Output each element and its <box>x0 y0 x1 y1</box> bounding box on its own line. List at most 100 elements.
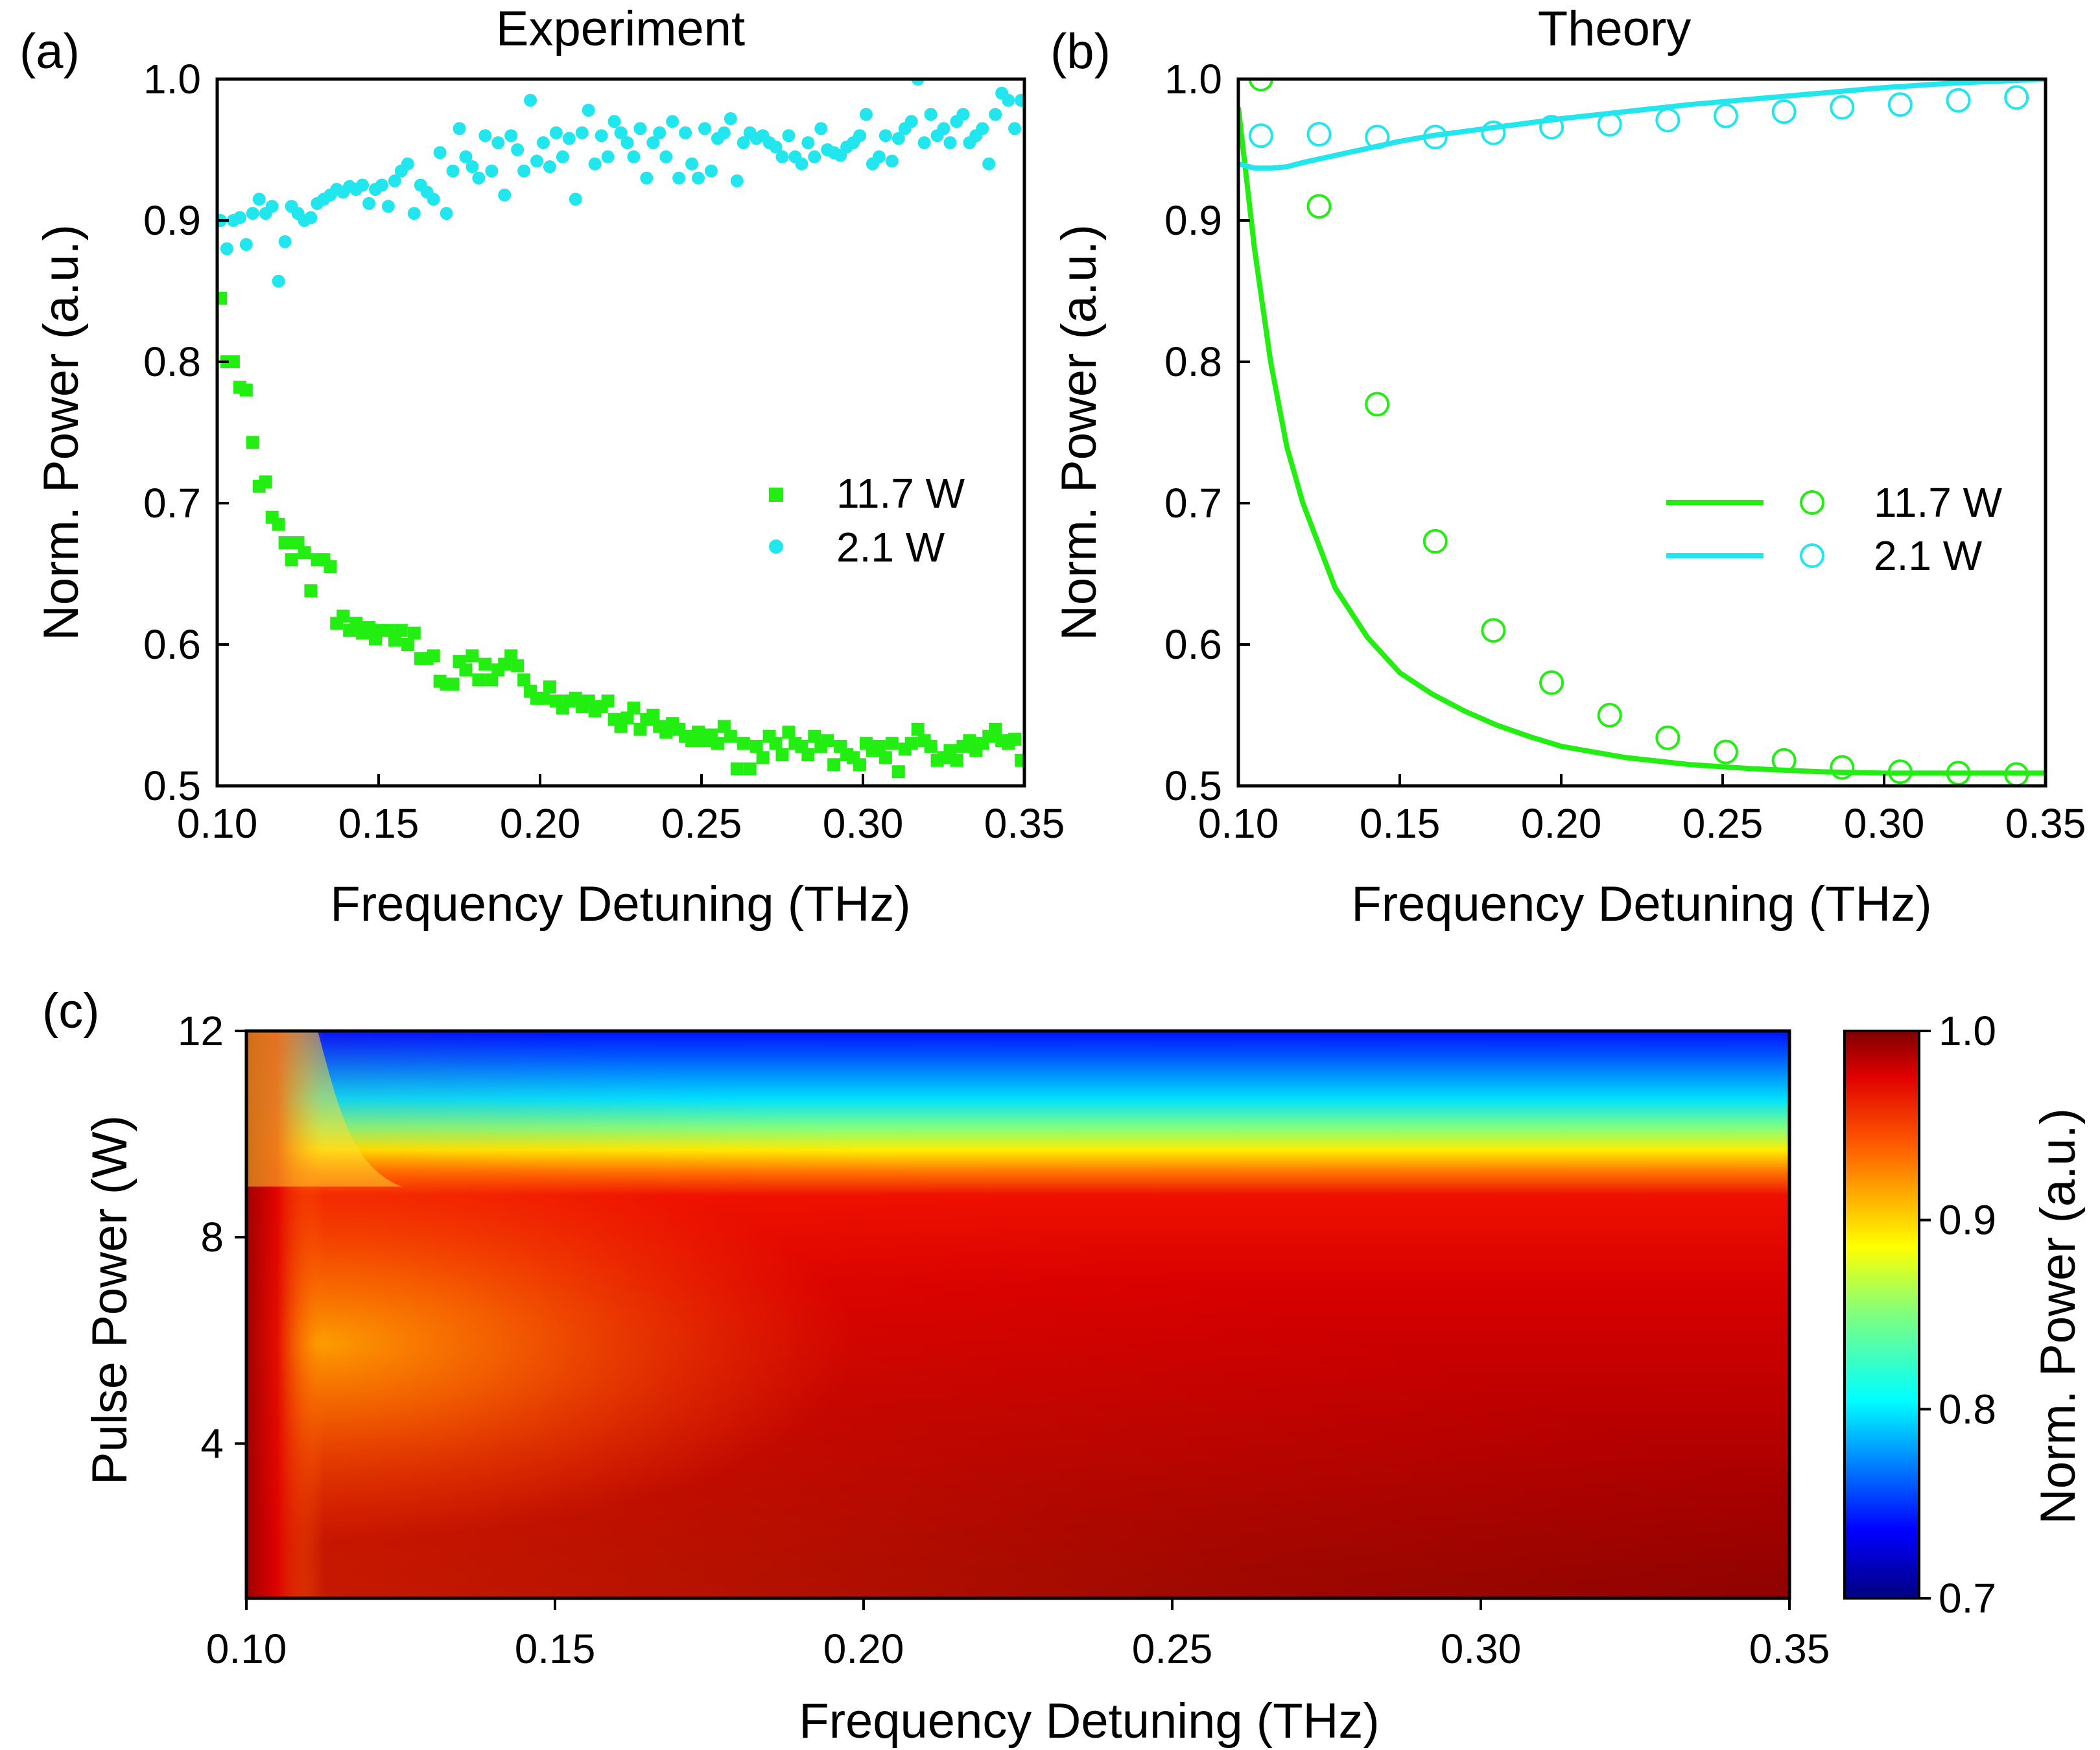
a-point-11-7w <box>891 765 905 779</box>
c-xtick-label: 0.20 <box>823 1626 904 1672</box>
a-point-2-1w <box>672 171 686 185</box>
panel-b-data <box>1238 79 2046 786</box>
a-point-2-1w <box>601 150 615 163</box>
a-point-11-7w <box>627 702 641 715</box>
b-ytick-label: 1.0 <box>1164 56 1222 102</box>
a-point-2-1w <box>556 150 569 163</box>
a-point-2-1w <box>278 235 292 248</box>
a-point-11-7w <box>730 762 744 775</box>
a-point-2-1w <box>530 154 544 168</box>
a-point-2-1w <box>730 174 744 187</box>
a-point-2-1w <box>569 193 582 206</box>
panel-a-title: Experiment <box>496 1 745 56</box>
a-point-11-7w <box>291 536 305 550</box>
a-point-11-7w <box>633 722 647 736</box>
a-point-11-7w <box>543 680 556 694</box>
b-marker-1 <box>2004 85 2029 110</box>
a-point-11-7w <box>466 649 479 663</box>
a-point-2-1w <box>666 115 679 128</box>
a-point-11-7w <box>620 711 634 725</box>
b-marker-0 <box>1248 79 1273 91</box>
a-point-11-7w <box>989 722 1002 736</box>
panel-b-y-label: Norm. Power (a.u.) <box>1052 224 1107 641</box>
b-marker-0 <box>1655 725 1681 750</box>
colorbar-tick-label: 0.9 <box>1939 1197 1996 1244</box>
a-point-11-7w <box>478 657 492 671</box>
a-point-11-7w <box>743 762 757 775</box>
a-point-2-1w <box>246 207 259 220</box>
panel-b-x-ticks: 0.10 0.15 0.20 0.25 0.30 0.35 <box>1198 774 2086 847</box>
a-point-2-1w <box>433 146 447 160</box>
a-point-11-7w <box>511 659 525 672</box>
a-point-11-7w <box>217 291 227 305</box>
a-point-2-1w <box>362 196 376 210</box>
b-marker-1 <box>1713 103 1738 128</box>
a-point-11-7w <box>298 546 311 560</box>
b-marker-0 <box>1830 755 1855 780</box>
a-point-2-1w <box>440 207 453 220</box>
a-point-11-7w <box>278 536 292 550</box>
panel-a-label: (a) <box>19 24 80 79</box>
legend-b-marker-0 <box>1800 490 1824 515</box>
a-point-2-1w <box>1015 93 1024 107</box>
a-point-2-1w <box>388 174 401 187</box>
panel-a-x-label: Frequency Detuning (THz) <box>330 877 910 932</box>
a-point-11-7w <box>737 737 750 750</box>
a-point-2-1w <box>885 154 899 168</box>
a-point-11-7w <box>407 626 421 640</box>
a-point-2-1w <box>859 108 873 121</box>
a-point-2-1w <box>982 157 996 171</box>
a-point-2-1w <box>717 126 731 139</box>
a-point-2-1w <box>272 274 285 288</box>
a-point-2-1w <box>891 132 905 145</box>
a-point-2-1w <box>685 157 699 171</box>
panel-a-y-label: Norm. Power (a.u.) <box>34 224 89 641</box>
a-point-11-7w <box>911 722 925 736</box>
a-xtick-label: 0.15 <box>338 800 419 847</box>
a-point-11-7w <box>517 673 531 687</box>
b-marker-1 <box>1539 115 1564 140</box>
a-point-2-1w <box>472 171 486 185</box>
a-point-11-7w <box>582 694 595 708</box>
a-point-2-1w <box>879 129 892 143</box>
legend-b-label-1: 2.1 W <box>1874 532 1983 579</box>
a-point-2-1w <box>943 136 957 150</box>
a-point-2-1w <box>704 164 718 178</box>
a-point-2-1w <box>679 126 692 139</box>
a-ytick-label: 0.9 <box>143 197 201 244</box>
a-point-2-1w <box>549 126 563 139</box>
a-point-2-1w <box>401 157 414 171</box>
colorbar-tick-label: 0.7 <box>1939 1575 1996 1622</box>
a-xtick-label: 0.10 <box>177 800 258 847</box>
a-point-11-7w <box>943 744 957 757</box>
colorbar-frame <box>1843 1030 1920 1600</box>
a-xtick-label: 0.30 <box>823 800 904 847</box>
a-point-2-1w <box>466 160 479 174</box>
b-xtick-label: 0.35 <box>2005 800 2086 847</box>
b-xtick-label: 0.15 <box>1360 800 1441 847</box>
c-ytick-label: 8 <box>200 1214 224 1260</box>
b-xtick-label: 0.10 <box>1198 800 1279 847</box>
b-xtick-label: 0.20 <box>1521 800 1602 847</box>
a-point-2-1w <box>801 136 815 150</box>
a-point-11-7w <box>808 729 821 743</box>
a-point-2-1w <box>485 164 499 178</box>
colorbar: 0.7 0.8 0.9 1.0 Norm. Power (a.u.) <box>1843 1008 2086 1622</box>
a-point-11-7w <box>504 649 518 663</box>
a-point-2-1w <box>1002 93 1015 107</box>
a-point-2-1w <box>453 122 466 136</box>
b-marker-1 <box>1248 123 1273 148</box>
a-point-2-1w <box>872 150 886 163</box>
a-point-2-1w <box>608 115 621 128</box>
a-point-11-7w <box>304 584 318 598</box>
b-marker-0 <box>1771 748 1797 773</box>
a-point-2-1w <box>524 93 537 107</box>
panel-a: (a) Experiment 0.10 0.15 0.20 0.25 0.30 0.35 … <box>19 1 1065 932</box>
a-point-11-7w <box>801 748 815 762</box>
b-ytick-label: 0.9 <box>1164 197 1222 244</box>
a-ytick-label: 0.6 <box>143 621 201 668</box>
a-point-2-1w <box>588 157 602 171</box>
a-point-11-7w <box>427 649 440 663</box>
a-xtick-label: 0.20 <box>500 800 581 847</box>
